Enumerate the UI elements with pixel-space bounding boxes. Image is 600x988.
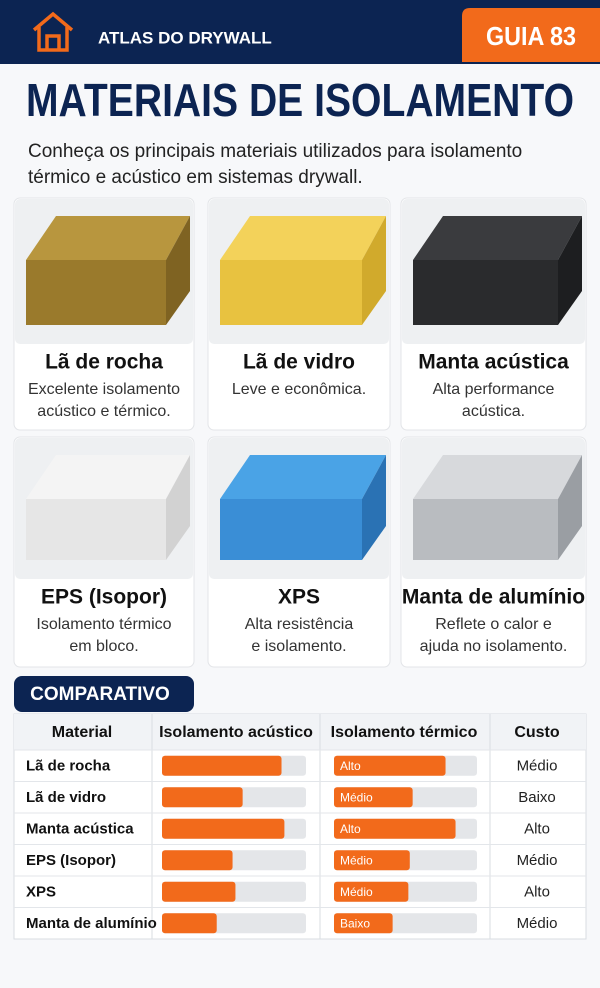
- table-header: Material: [52, 724, 112, 741]
- material-top: [220, 216, 386, 260]
- badge: [462, 8, 600, 62]
- material-front: [26, 260, 166, 325]
- table-header: Custo: [514, 724, 560, 741]
- material-side: [362, 455, 386, 560]
- acoustic-bar: [162, 850, 233, 871]
- material-front: [26, 499, 166, 560]
- material-side: [166, 216, 190, 325]
- card-name: Manta acústica: [418, 351, 569, 374]
- material-top: [26, 216, 190, 260]
- subtitle: Conheça os principais materiais utilizad…: [28, 141, 522, 188]
- title: MATERIAIS DE ISOLAMENTO: [26, 74, 574, 126]
- subtitle-line: térmico e acústico em sistemas drywall.: [28, 167, 363, 188]
- acoustic-bar: [162, 787, 243, 808]
- material-side: [166, 455, 190, 560]
- thermal-label: Baixo: [340, 916, 370, 930]
- thermal-bar: [334, 913, 393, 934]
- table-header: Isolamento acústico: [159, 724, 313, 741]
- acoustic-bar: [162, 913, 217, 934]
- card-desc: Isolamento térmico: [36, 616, 171, 633]
- table-header: Isolamento térmico: [331, 724, 478, 741]
- comparison-title: COMPARATIVO: [30, 684, 170, 705]
- acoustic-bar: [162, 755, 282, 776]
- comparison-table: Material Isolamento acústico Isolamento té…: [13, 713, 587, 940]
- card-desc: ajuda no isolamento.: [420, 638, 568, 655]
- material-cell: Lã de rocha: [26, 758, 111, 775]
- material-front: [220, 499, 362, 560]
- material-front: [413, 260, 558, 325]
- card-name: XPS: [278, 586, 320, 609]
- thermal-bar: [334, 818, 456, 839]
- thermal-label: Alto: [340, 822, 361, 836]
- thermal-bar: [334, 787, 413, 808]
- card-desc: acústica.: [462, 403, 525, 420]
- thermal-label: Alto: [340, 759, 361, 773]
- material-front: [413, 499, 558, 560]
- material-cell: EPS (Isopor): [26, 852, 116, 869]
- card-desc: Reflete o calor e: [435, 616, 552, 633]
- card-desc: Alta resistência: [245, 616, 354, 633]
- table-header-bg: [14, 714, 586, 750]
- cost-cell: Médio: [517, 852, 558, 869]
- brand: ATLAS DO DRYWALL: [98, 28, 272, 47]
- material-cell: Manta acústica: [26, 821, 134, 838]
- card-desc: em bloco.: [69, 638, 138, 655]
- thermal-label: Médio: [340, 790, 373, 804]
- thermal-label: Médio: [340, 885, 373, 899]
- cost-cell: Médio: [517, 915, 558, 932]
- cost-cell: Baixo: [518, 789, 556, 806]
- card-name: EPS (Isopor): [41, 586, 167, 609]
- card-name: Lã de vidro: [243, 351, 355, 374]
- material-side: [558, 455, 582, 560]
- cost-cell: Médio: [517, 758, 558, 775]
- acoustic-bar: [162, 818, 285, 839]
- cards: Lã de rocha Excelente isolamento acústico …: [13, 197, 587, 668]
- thermal-label: Médio: [340, 853, 373, 867]
- card-desc: Excelente isolamento: [28, 381, 180, 398]
- material-cell: XPS: [26, 884, 56, 901]
- cost-cell: Alto: [524, 884, 550, 901]
- material-front: [220, 260, 362, 325]
- card-desc: e isolamento.: [251, 638, 346, 655]
- card-desc: acústico e térmico.: [37, 403, 170, 420]
- logo-icon: [32, 11, 74, 52]
- thermal-bar: [334, 755, 446, 776]
- card-name: Manta de alumínio: [402, 586, 585, 609]
- material-top: [220, 455, 386, 499]
- material-top: [413, 455, 582, 499]
- acoustic-bar: [162, 881, 236, 902]
- badge-text: GUIA 83: [486, 21, 576, 51]
- thermal-bar: [334, 881, 409, 902]
- card-desc: Leve e econômica.: [232, 381, 366, 398]
- material-side: [558, 216, 582, 325]
- card-name: Lã de rocha: [45, 351, 163, 374]
- cost-cell: Alto: [524, 821, 550, 838]
- thermal-bar: [334, 850, 410, 871]
- comparison-tab: [14, 676, 194, 712]
- material-top: [26, 455, 190, 499]
- subtitle-line: Conheça os principais materiais utilizad…: [28, 141, 522, 162]
- material-cell: Manta de alumínio: [26, 915, 157, 932]
- material-cell: Lã de vidro: [26, 789, 106, 806]
- material-top: [413, 216, 582, 260]
- card-desc: Alta performance: [433, 381, 555, 398]
- material-side: [362, 216, 386, 325]
